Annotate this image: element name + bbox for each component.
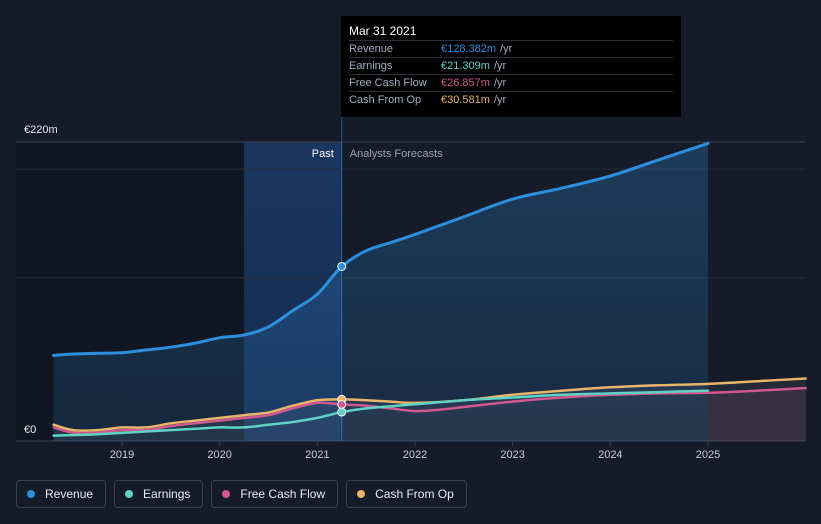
x-tick-label: 2023 xyxy=(500,449,524,461)
tooltip-unit: /yr xyxy=(493,94,507,106)
x-tick-label: 2025 xyxy=(696,449,720,461)
x-tick-label: 2024 xyxy=(598,449,622,461)
tooltip-label: Free Cash Flow xyxy=(349,77,427,89)
tooltip-row-free-cash-flow: Free Cash Flow €26.857m /yr xyxy=(349,74,673,91)
legend-label: Revenue xyxy=(45,487,94,501)
tooltip-unit: /yr xyxy=(500,43,513,55)
tooltip-date: Mar 31 2021 xyxy=(349,24,417,38)
legend-dot-icon xyxy=(125,490,134,498)
legend-item-revenue[interactable]: Revenue xyxy=(16,480,107,508)
legend-item-cash-from-op[interactable]: Cash From Op xyxy=(346,480,467,508)
legend-item-earnings[interactable]: Earnings xyxy=(114,480,204,508)
marker-free-cash-flow xyxy=(337,399,347,409)
series-line-revenue xyxy=(52,141,710,357)
legend-dot-icon xyxy=(27,490,35,498)
legend-dot-icon xyxy=(222,490,231,498)
y-axis-label-min: €0 xyxy=(24,424,36,436)
tooltip-label: Cash From Op xyxy=(349,94,422,106)
tooltip-value: €26.857m xyxy=(441,77,490,89)
legend-label: Cash From Op xyxy=(375,487,454,501)
legend-label: Earnings xyxy=(143,487,191,501)
tooltip-label: Earnings xyxy=(349,60,393,72)
tooltip-value: €21.309m xyxy=(441,60,490,72)
tooltip-label: Revenue xyxy=(349,43,394,55)
tooltip-row-cash-from-op: Cash From Op €30.581m /yr xyxy=(349,91,673,108)
chart-legend: Revenue Earnings Free Cash Flow Cash Fro… xyxy=(16,480,467,508)
chart-tooltip: Mar 31 2021 Revenue €128.382m /yr Earnin… xyxy=(341,16,681,117)
revenue-area xyxy=(53,143,709,441)
chart-area: €220m €0 Past Analysts Forecasts 2019 2020 202… xyxy=(16,117,807,461)
tooltip-row-earnings: Earnings €21.309m /yr xyxy=(349,57,673,74)
series-line-earnings xyxy=(52,389,710,437)
x-tick-label: 2021 xyxy=(305,449,329,461)
past-label: Past xyxy=(312,148,334,160)
x-tick-label: 2022 xyxy=(403,449,427,461)
marker-revenue xyxy=(337,261,347,271)
legend-dot-icon xyxy=(357,490,366,498)
tooltip-row-revenue: Revenue €128.382m /yr xyxy=(349,40,673,57)
tooltip-value: €128.382m xyxy=(441,43,497,55)
free-cash-flow-tail-area xyxy=(708,388,806,441)
x-tick-label: 2020 xyxy=(207,449,231,461)
x-tick-label: 2019 xyxy=(110,449,134,461)
marker-earnings xyxy=(337,407,347,417)
y-axis-label-max: €220m xyxy=(24,124,58,136)
legend-label: Free Cash Flow xyxy=(240,487,326,501)
forecast-label: Analysts Forecasts xyxy=(350,148,443,160)
series-line-cash-from-op xyxy=(52,377,807,432)
tooltip-unit: /yr xyxy=(493,77,507,89)
tooltip-value: €30.581m xyxy=(441,94,490,106)
legend-item-free-cash-flow[interactable]: Free Cash Flow xyxy=(211,480,339,508)
tooltip-unit: /yr xyxy=(493,60,507,72)
